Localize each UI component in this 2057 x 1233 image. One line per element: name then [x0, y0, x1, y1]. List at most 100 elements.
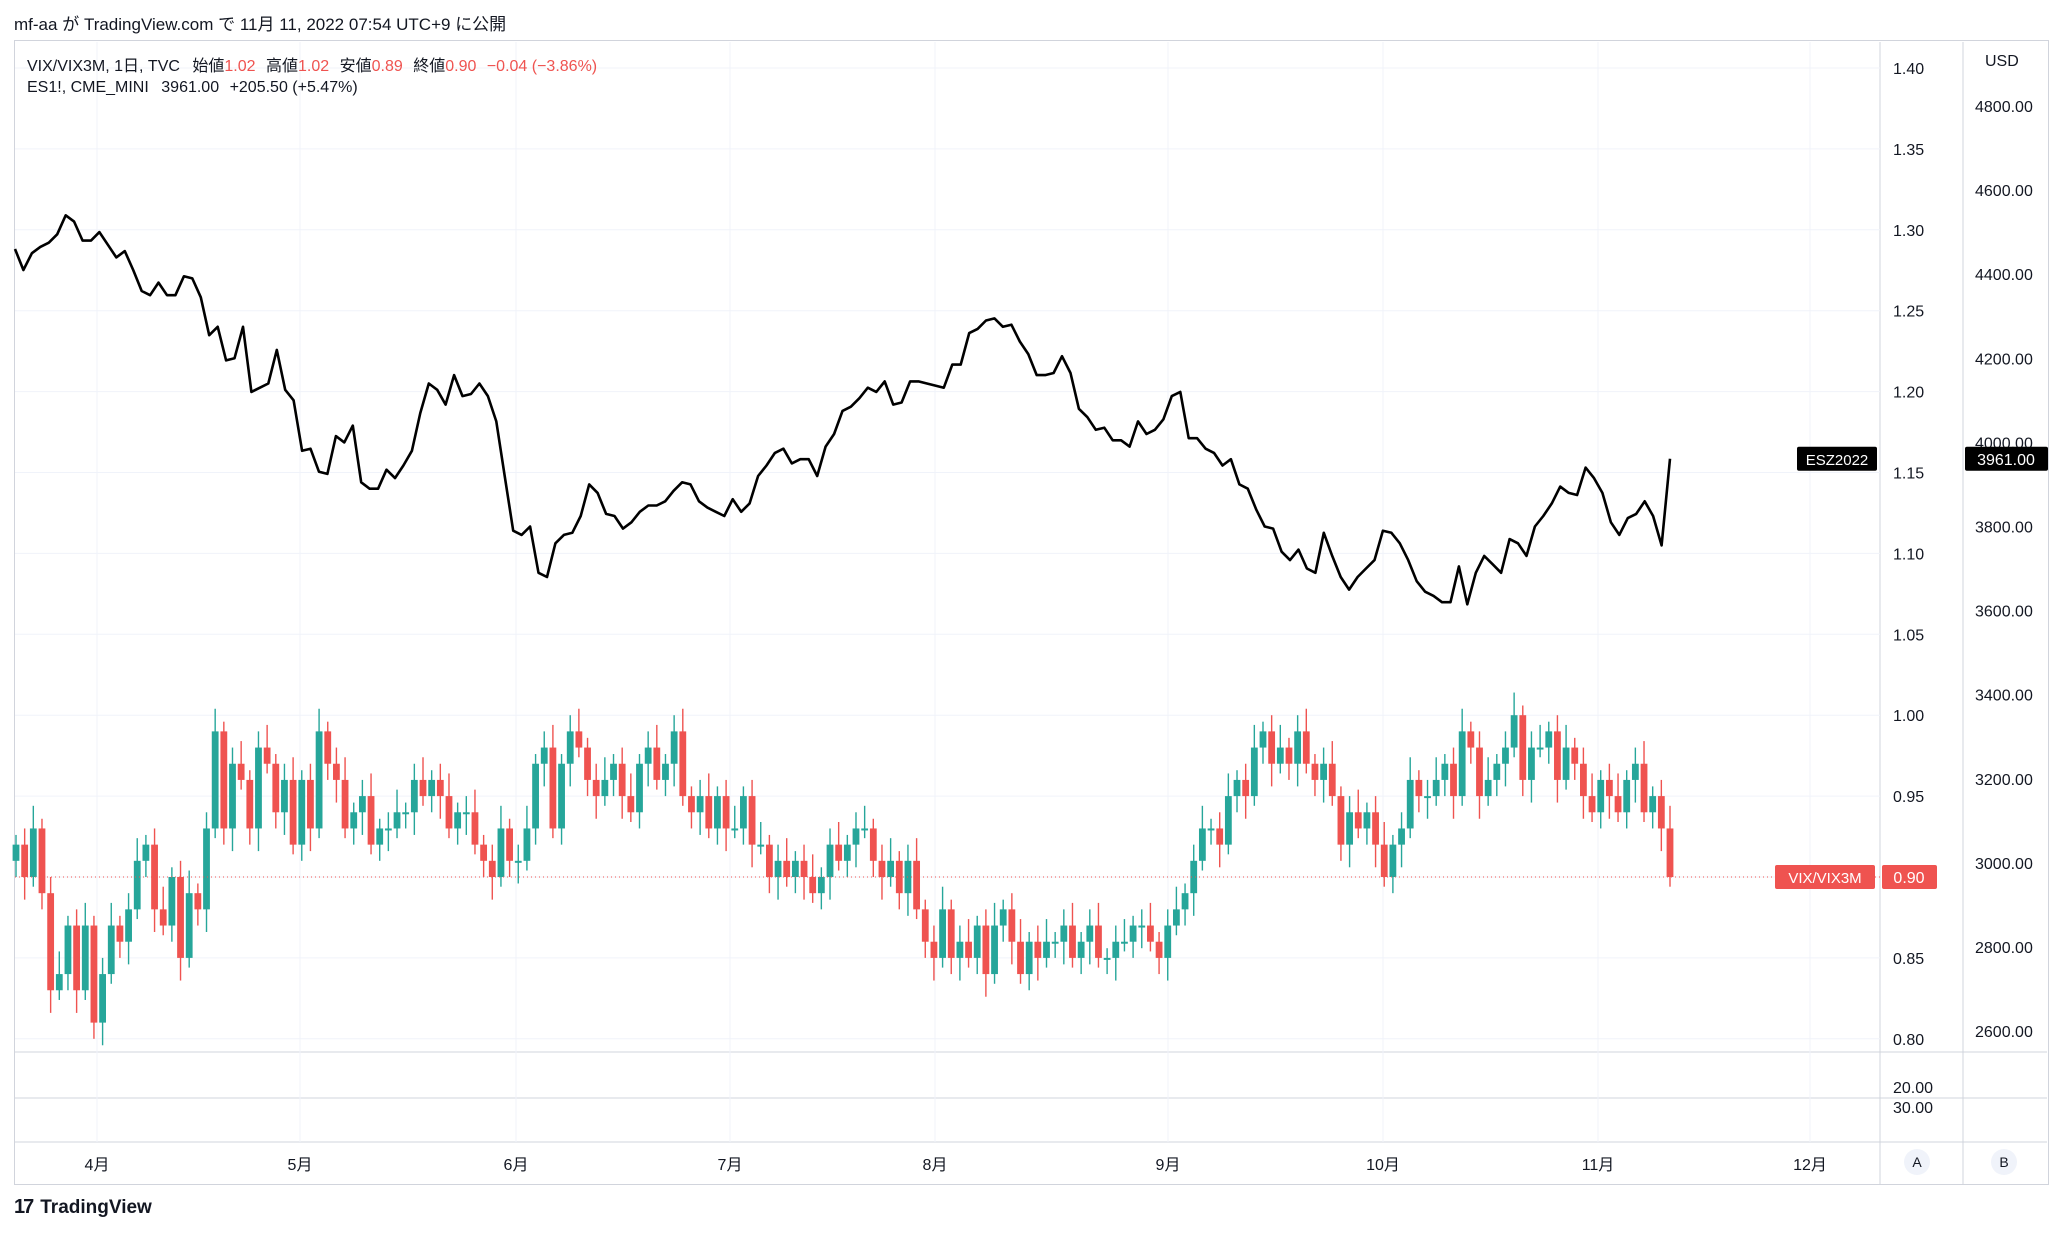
vix-candle-body[interactable] [263, 747, 271, 764]
vix-candle-body[interactable] [497, 828, 505, 877]
vix-candle-body[interactable] [575, 731, 583, 748]
vix-candle-body[interactable] [151, 844, 158, 910]
vix-candle-body[interactable] [393, 812, 401, 829]
vix-candle-body[interactable] [965, 941, 972, 958]
vix-candle-body[interactable] [532, 763, 539, 829]
vix-candle-body[interactable] [350, 812, 358, 829]
vix-candle-body[interactable] [1190, 860, 1198, 894]
vix-candle-body[interactable] [185, 893, 193, 958]
es-series-tag[interactable] [1797, 446, 1877, 471]
vix-candle-body[interactable] [289, 779, 297, 845]
vix-candle-body[interactable] [956, 941, 964, 958]
vix-candle-body[interactable] [1268, 731, 1276, 764]
vix-candle-body[interactable] [1250, 747, 1258, 797]
vix-candle-body[interactable] [1242, 779, 1250, 797]
vix-candle-body[interactable] [791, 860, 799, 877]
vix-candle-body[interactable] [1025, 941, 1033, 975]
vix-candle-body[interactable] [116, 925, 124, 942]
vix-candle-body[interactable] [1337, 796, 1345, 845]
vix-candle-body[interactable] [1467, 731, 1475, 748]
vix-candle-body[interactable] [765, 844, 773, 877]
vix-candle-body[interactable] [159, 909, 167, 926]
vix-candle-body[interactable] [1380, 844, 1388, 877]
vix-candle-body[interactable] [1398, 828, 1405, 845]
vix-candle-body[interactable] [1172, 909, 1180, 926]
vix-candle-body[interactable] [168, 877, 176, 926]
vix-candle-body[interactable] [843, 844, 851, 861]
vix-candle-body[interactable] [800, 860, 808, 877]
vix-candle-body[interactable] [1389, 844, 1397, 877]
vix-candle-body[interactable] [1043, 941, 1050, 958]
vix-candle-body[interactable] [376, 828, 384, 845]
vix-candle-body[interactable] [722, 796, 730, 829]
vix-candle-body[interactable] [1554, 731, 1561, 780]
vix-candle-body[interactable] [1363, 812, 1371, 829]
vix-candle-body[interactable] [1354, 812, 1362, 829]
vix-candle-body[interactable] [1519, 715, 1527, 780]
vix-candle-body[interactable] [1103, 957, 1111, 960]
vix-candle-body[interactable] [1372, 812, 1379, 845]
vix-candle-body[interactable] [947, 909, 955, 958]
vix-candle-body[interactable] [783, 860, 791, 877]
vix-candle-body[interactable] [705, 796, 713, 829]
vix-candle-body[interactable] [670, 731, 678, 764]
vix-candle-body[interactable] [1631, 763, 1639, 780]
vix-candle-body[interactable] [107, 925, 115, 975]
vix-candle-body[interactable] [688, 796, 695, 813]
vix-candle-body[interactable] [307, 779, 314, 829]
vix-candle-body[interactable] [1415, 779, 1423, 797]
vix-candle-body[interactable] [471, 812, 479, 845]
vix-candle-body[interactable] [1328, 763, 1336, 797]
auto-scale-button[interactable]: A [1904, 1149, 1930, 1175]
vix-candle-body[interactable] [1458, 731, 1466, 797]
vix-candle-body[interactable] [298, 779, 306, 845]
vix-candle-body[interactable] [618, 763, 626, 797]
vix-candle-body[interactable] [1424, 796, 1431, 799]
es-price-line[interactable] [13, 214, 1672, 606]
vix-candle-body[interactable] [12, 844, 20, 861]
legend-vix[interactable]: VIX/VIX3M, 1日, TVC 始値1.02 高値1.02 安値0.89 … [27, 52, 597, 76]
vix-candle-body[interactable] [419, 779, 427, 797]
vix-candle-body[interactable] [462, 812, 470, 815]
vix-candle-body[interactable] [636, 763, 643, 813]
vix-candle-body[interactable] [1623, 779, 1631, 813]
vix-candle-body[interactable] [445, 796, 453, 829]
vix-candle-body[interactable] [566, 731, 574, 764]
vix-candle-body[interactable] [1034, 941, 1042, 958]
vix-candle-body[interactable] [1657, 796, 1665, 829]
vix-candle-body[interactable] [1112, 941, 1120, 958]
vix-candle-body[interactable] [1138, 925, 1146, 928]
vix-candle-body[interactable] [47, 893, 55, 991]
vix-candle-body[interactable] [1441, 763, 1449, 780]
vix-candle-body[interactable] [852, 828, 860, 845]
vix-candle-body[interactable] [1147, 925, 1154, 942]
vix-candle-body[interactable] [861, 828, 869, 831]
vix-candle-body[interactable] [1580, 763, 1587, 797]
vix-candle-body[interactable] [211, 731, 219, 829]
footer-brand[interactable]: 17 TradingView [14, 1196, 152, 1219]
vix-candle-body[interactable] [1216, 828, 1224, 845]
vix-candle-body[interactable] [1346, 812, 1353, 845]
vix-candle-body[interactable] [454, 812, 462, 829]
vix-candle-body[interactable] [835, 844, 843, 861]
site-name[interactable]: TradingView.com [83, 15, 214, 34]
vix-candle-body[interactable] [281, 779, 288, 813]
vix-candle-body[interactable] [1224, 796, 1232, 845]
vix-candle-body[interactable] [999, 909, 1007, 926]
vix-candle-body[interactable] [64, 925, 72, 975]
vix-candle-body[interactable] [272, 763, 280, 813]
vix-candle-body[interactable] [358, 796, 366, 813]
vix-candle-body[interactable] [939, 909, 946, 958]
vix-candle-body[interactable] [592, 779, 600, 797]
vix-candle-body[interactable] [38, 828, 46, 894]
vix-candle-body[interactable] [1484, 779, 1492, 797]
vix-candle-body[interactable] [229, 763, 236, 829]
vix-candle-body[interactable] [341, 779, 349, 829]
vix-candle-body[interactable] [644, 747, 652, 764]
vix-candle-body[interactable] [1276, 747, 1284, 764]
vix-candle-body[interactable] [558, 763, 565, 829]
vix-candle-body[interactable] [1233, 779, 1241, 797]
vix-candle-body[interactable] [29, 828, 37, 877]
vix-candle-body[interactable] [1493, 763, 1501, 780]
